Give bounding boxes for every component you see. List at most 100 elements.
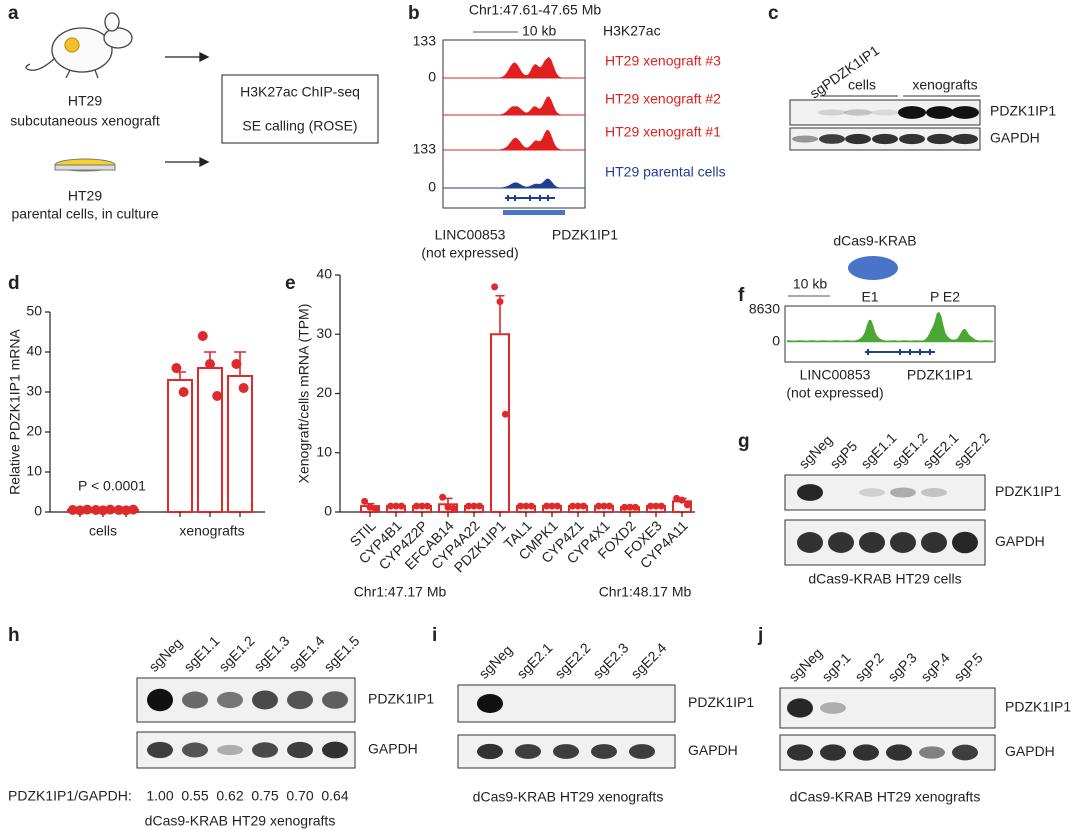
data-point <box>371 505 379 513</box>
band <box>217 744 243 756</box>
data-point <box>595 502 603 510</box>
y-tick-label: 0 <box>34 503 42 519</box>
track-label: HT29 parental cells <box>605 164 726 180</box>
band <box>787 698 813 718</box>
data-point <box>444 503 452 511</box>
blot-label: PDZK1IP1 <box>688 694 754 710</box>
data-point <box>579 502 587 510</box>
track-label: HT29 xenograft #1 <box>605 124 721 140</box>
data-point <box>553 502 561 510</box>
lane-label: sgP.4 <box>917 649 953 685</box>
data-point <box>496 298 504 306</box>
ratio: 0.70 <box>286 788 313 804</box>
track-label: HT29 xenograft #3 <box>605 53 721 69</box>
lane-label: sgE1.1 <box>180 632 222 674</box>
y-axis-label: Xenograft/cells mRNA (TPM) <box>296 304 312 484</box>
track-box <box>442 39 586 209</box>
band <box>217 691 243 709</box>
blot-label: PDZK1IP1 <box>995 483 1061 499</box>
text: 10 kb <box>522 23 556 39</box>
data-point <box>418 502 426 510</box>
lane-label: sgNeg <box>795 432 835 472</box>
y-tick-label: 40 <box>26 343 42 359</box>
data-point <box>238 383 249 393</box>
signal-track <box>445 96 583 116</box>
band <box>952 133 978 145</box>
band <box>828 532 854 553</box>
band <box>322 741 348 759</box>
data-point <box>548 502 556 510</box>
band <box>287 690 313 710</box>
band <box>322 691 348 709</box>
lane-label: sgE1.4 <box>285 632 327 674</box>
blot <box>136 677 356 723</box>
lane-label: sgE1.5 <box>320 632 362 674</box>
data-point <box>470 502 478 510</box>
caption: dCas9-KRAB HT29 xenografts <box>145 813 336 829</box>
band <box>287 741 313 759</box>
text: SE calling (ROSE) <box>242 118 357 134</box>
blot-label: PDZK1IP1 <box>1005 699 1071 715</box>
y-tick-label: 30 <box>26 383 42 399</box>
lane-label: sgNeg <box>475 642 515 682</box>
data-point <box>647 502 655 510</box>
text: H3K27ac ChIP-seq <box>240 84 360 100</box>
band <box>871 109 899 116</box>
data-point <box>231 359 242 369</box>
lane-label: sgE2.1 <box>513 639 555 681</box>
panel-label: e <box>285 273 296 294</box>
data-point <box>465 502 473 510</box>
data-point <box>212 391 223 401</box>
data-point <box>673 494 681 502</box>
data-point <box>361 497 369 505</box>
data-point <box>678 496 686 504</box>
lane-label: sgE2.3 <box>589 639 631 681</box>
mouse-icon <box>25 12 133 79</box>
band <box>859 532 885 553</box>
data-point <box>517 502 525 510</box>
data-point <box>67 505 78 515</box>
y-tick-label: 10 <box>26 463 42 479</box>
gene-label: (not expressed) <box>421 245 518 261</box>
signal-track <box>445 56 583 79</box>
band <box>477 743 503 760</box>
y-tick-label: 20 <box>26 423 42 439</box>
lane-label: sgE1.3 <box>250 632 292 674</box>
band <box>477 694 503 713</box>
gene-model <box>505 195 555 201</box>
tick-label: 133 <box>413 33 437 49</box>
text: P E2 <box>930 289 960 305</box>
ratio: 0.62 <box>216 788 243 804</box>
note: Chr1:48.17 Mb <box>599 584 692 600</box>
band <box>844 109 872 116</box>
band <box>899 133 925 145</box>
band <box>591 744 617 759</box>
tick-label: 0 <box>428 179 436 195</box>
blot <box>136 731 356 769</box>
data-point <box>90 505 101 515</box>
gene-label: LINC00853 <box>800 367 871 383</box>
band <box>182 742 208 758</box>
panel-label: j <box>757 625 763 646</box>
y-tick-label: 30 <box>316 325 332 341</box>
data-point <box>491 283 499 291</box>
data-point <box>652 502 660 510</box>
lane-label: sgE2.2 <box>950 429 992 471</box>
y-tick-label: 50 <box>26 303 42 319</box>
data-point <box>621 503 629 511</box>
panel-label: a <box>8 3 19 24</box>
bar <box>490 333 510 513</box>
box <box>221 74 379 144</box>
blot-label: GAPDH <box>990 130 1040 146</box>
bar <box>227 375 253 513</box>
data-point <box>205 359 215 369</box>
lane-label: sgNeg <box>145 635 185 675</box>
caption: dCas9-KRAB HT29 xenografts <box>473 789 664 805</box>
caption: dCas9-KRAB HT29 xenografts <box>790 789 981 805</box>
band <box>890 532 916 553</box>
data-point <box>128 504 139 515</box>
band <box>182 691 208 709</box>
ratio: 0.55 <box>181 788 208 804</box>
lane-label: sgNeg <box>785 645 825 685</box>
group-label: cells <box>848 77 876 93</box>
